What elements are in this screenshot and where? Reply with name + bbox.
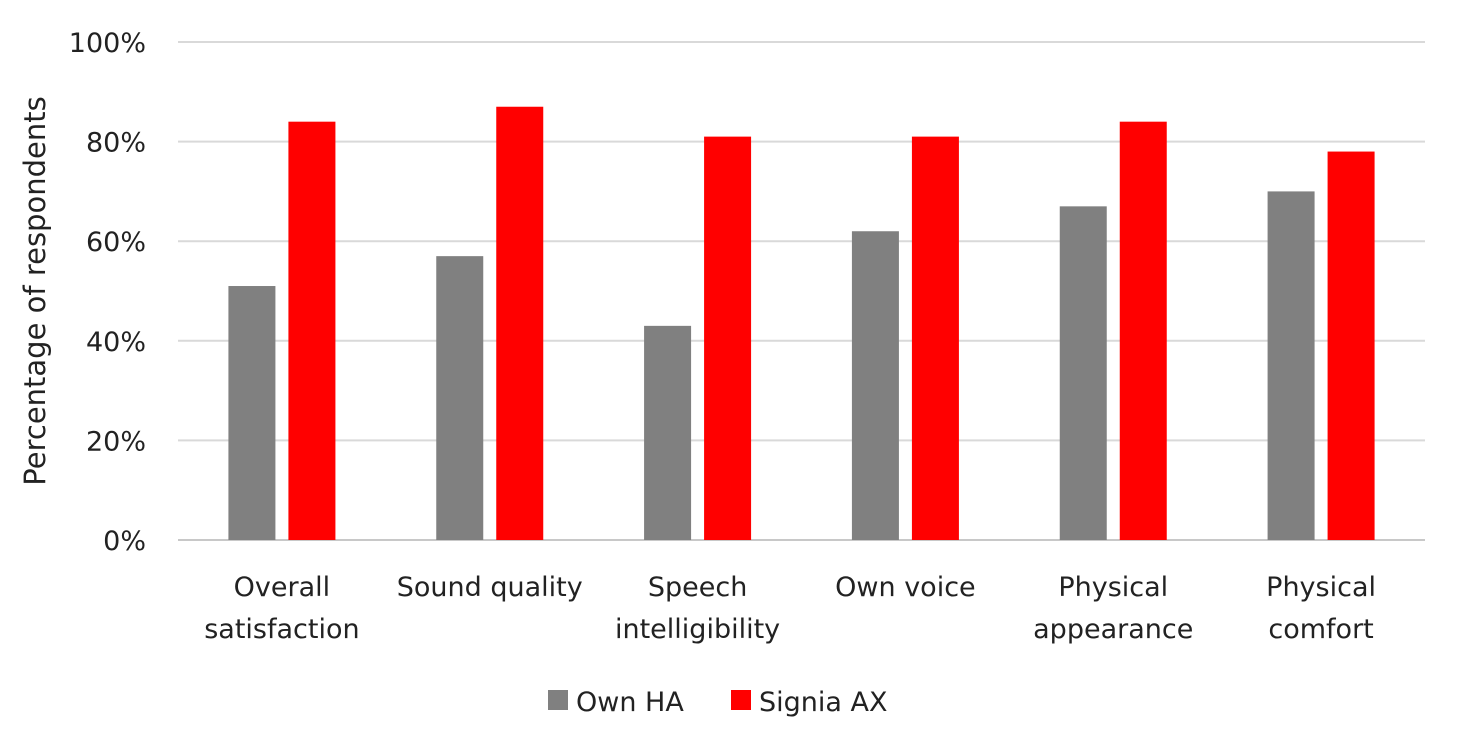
bar-own-ha: [851, 231, 899, 541]
bar-signia-ax: [911, 136, 959, 540]
legend-label: Signia AX: [759, 687, 888, 718]
bars: [228, 106, 1375, 541]
bar-signia-ax: [1119, 121, 1167, 541]
bar-own-ha: [436, 256, 484, 540]
legend-label: Own HA: [576, 687, 684, 718]
bar-own-ha: [1059, 206, 1107, 540]
y-tick-label: 0%: [103, 526, 146, 557]
y-tick-label: 60%: [86, 227, 146, 258]
y-tick-label: 80%: [86, 128, 146, 159]
legend: Own HA Signia AX: [548, 687, 888, 718]
y-tick-label: 20%: [86, 426, 146, 457]
x-category-label: Physical comfort: [1266, 572, 1376, 645]
y-tick-label: 100%: [69, 28, 146, 59]
x-category-label: Own voice: [835, 572, 975, 603]
y-tick-label: 40%: [86, 327, 146, 358]
bar-signia-ax: [704, 136, 752, 540]
gridlines: [178, 41, 1425, 541]
x-category-label: Overall satisfaction: [204, 572, 359, 645]
bar-signia-ax: [288, 121, 336, 541]
x-category-label: Sound quality: [397, 572, 583, 603]
x-axis-category-labels: Overall satisfaction Sound quality Speech in…: [204, 572, 1376, 645]
x-category-label: Speech intelligibility: [615, 572, 780, 645]
legend-swatch: [548, 690, 568, 710]
bar-signia-ax: [496, 106, 544, 541]
bar-signia-ax: [1327, 151, 1375, 540]
x-category-label: Physical appearance: [1033, 572, 1193, 645]
bar-own-ha: [228, 286, 276, 540]
legend-swatch: [731, 690, 751, 710]
y-axis-tick-labels: 0% 20% 40% 60% 80% 100%: [69, 28, 146, 557]
bar-own-ha: [644, 325, 692, 540]
bar-own-ha: [1267, 191, 1315, 540]
y-axis-title: Percentage of respondents: [18, 96, 52, 485]
